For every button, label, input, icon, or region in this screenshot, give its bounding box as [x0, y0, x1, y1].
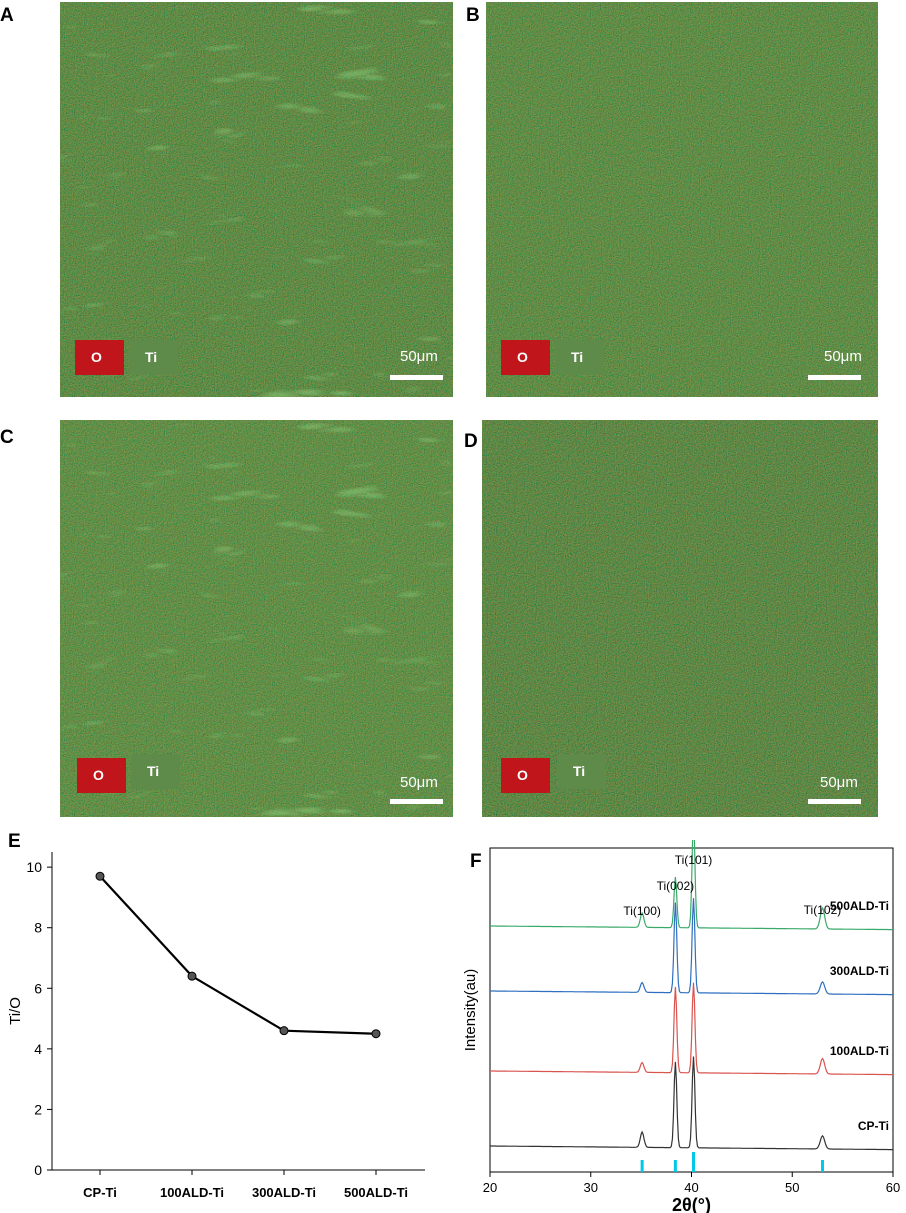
- series-label: 500ALD-Ti: [830, 899, 889, 913]
- peak-label: Ti(102): [804, 903, 842, 917]
- panel-label-a: A: [0, 5, 14, 26]
- panel-label-d: D: [464, 431, 478, 452]
- legend-titanium: Ti: [557, 754, 606, 789]
- y-tick-label: 0: [34, 1162, 42, 1178]
- eds-texture: [60, 2, 453, 397]
- y-tick-label: 2: [34, 1101, 42, 1117]
- xrd-trace-100ald-ti: [490, 982, 893, 1076]
- ti-o-line: [99, 875, 377, 1035]
- x-tick-label: 300ALD-Ti: [252, 1185, 316, 1200]
- panel-label-b: B: [466, 5, 480, 26]
- legend-oxygen: O: [77, 758, 126, 793]
- legend-titanium: Ti: [131, 754, 180, 789]
- y-tick-label: 8: [34, 920, 42, 936]
- legend-oxygen: O: [75, 340, 124, 375]
- y-tick-label: 6: [34, 980, 42, 996]
- peak-label: Ti(101): [675, 853, 713, 867]
- eds-map-d: O Ti 50μm: [482, 420, 878, 817]
- legend-titanium: Ti: [129, 340, 178, 375]
- x-axis-label: 2θ(°): [672, 1195, 711, 1213]
- legend-titanium: Ti: [555, 340, 604, 375]
- legend-oxygen: O: [501, 340, 550, 375]
- y-tick-label: 10: [26, 859, 42, 875]
- eds-texture: [482, 420, 878, 817]
- x-tick-label: CP-Ti: [83, 1185, 117, 1200]
- xrd-trace-500ald-ti: [490, 840, 893, 931]
- ti-o-ratio-chart: 0 2 4 6 8 10 Ti/O CP-Ti 100ALD-Ti 300ALD-Ti 500ALD…: [7, 852, 425, 1200]
- x-tick-label: 100ALD-Ti: [160, 1185, 224, 1200]
- y-axis-label: Intensity(au): [462, 969, 479, 1052]
- panel-label-c: C: [0, 427, 14, 448]
- scale-bar: [390, 375, 443, 380]
- eds-texture: [486, 2, 878, 397]
- scale-bar: [390, 799, 443, 804]
- scale-label: 50μm: [820, 774, 858, 791]
- data-point: [371, 1029, 381, 1039]
- scale-bar: [808, 799, 861, 804]
- data-point: [279, 1026, 289, 1036]
- peak-label: Ti(100): [623, 904, 661, 918]
- data-point: [95, 871, 105, 881]
- x-tick-label: 60: [886, 1180, 900, 1195]
- scale-label: 50μm: [400, 348, 438, 365]
- xrd-trace-cp-ti: [490, 1056, 893, 1151]
- legend-oxygen: O: [501, 758, 550, 793]
- xrd-pattern-chart: 20 30 40 50 60 2θ(°) Intensity(au) CP-Ti 100ALD-…: [462, 840, 900, 1213]
- eds-map-a: O Ti 50μm: [60, 2, 453, 397]
- series-label: 100ALD-Ti: [830, 1044, 889, 1058]
- panel-label-f: F: [470, 851, 482, 872]
- eds-map-b: O Ti 50μm: [486, 2, 878, 397]
- scale-label: 50μm: [400, 774, 438, 791]
- eds-map-c: O Ti 50μm: [60, 420, 453, 817]
- series-label: 300ALD-Ti: [830, 964, 889, 978]
- data-point: [187, 971, 197, 981]
- peak-label: Ti(002): [657, 879, 695, 893]
- y-tick-label: 4: [34, 1041, 42, 1057]
- scale-bar: [808, 375, 861, 380]
- panel-label-e: E: [8, 831, 21, 852]
- x-tick-label: 40: [684, 1180, 698, 1195]
- x-tick-label: 20: [483, 1180, 497, 1195]
- x-tick-label: 30: [584, 1180, 598, 1195]
- x-tick-label: 50: [785, 1180, 799, 1195]
- xrd-trace-300ald-ti: [490, 898, 893, 996]
- eds-texture: [60, 420, 453, 817]
- x-tick-label: 500ALD-Ti: [344, 1185, 408, 1200]
- series-label: CP-Ti: [858, 1119, 889, 1133]
- y-axis-label: Ti/O: [7, 997, 24, 1025]
- scale-label: 50μm: [824, 348, 862, 365]
